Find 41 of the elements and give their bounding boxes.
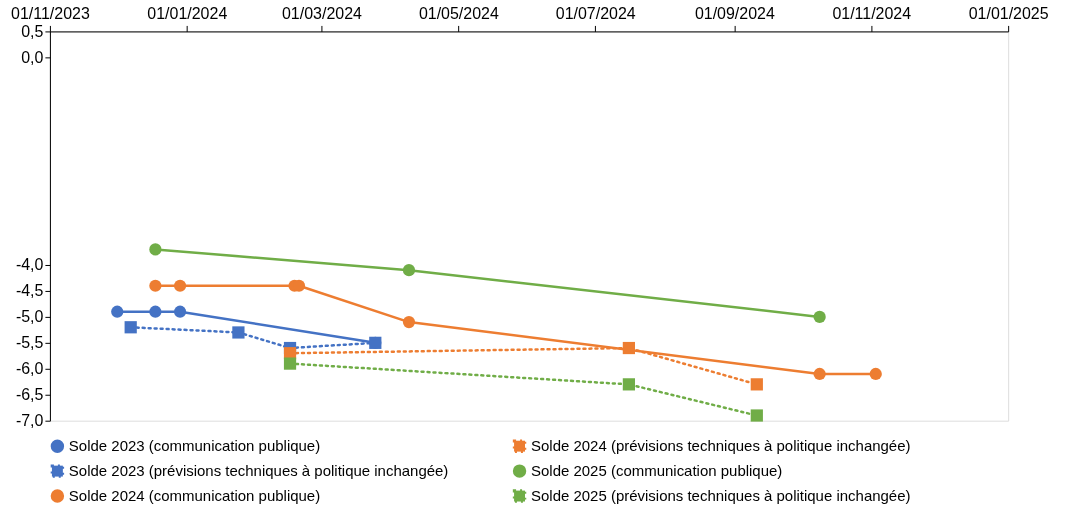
y-tick-label: -6,5 — [15, 386, 44, 404]
y-tick-label: 0,0 — [21, 48, 44, 66]
legend-label: Solde 2024 (prévisions techniques à politique inchangée) — [531, 437, 911, 455]
point — [750, 409, 763, 422]
point — [402, 264, 416, 277]
x-tick-label: 01/05/2024 — [418, 4, 499, 22]
legend-label: Solde 2025 (prévisions techniques à politique inchangée) — [531, 487, 911, 505]
x-tick-label: 01/11/2023 — [11, 4, 90, 22]
y-tick-label: -5,5 — [15, 334, 44, 352]
point — [622, 378, 635, 391]
point — [813, 310, 826, 323]
point — [124, 321, 137, 334]
y-tick-label: -6,0 — [15, 360, 44, 378]
x-tick-label: 01/09/2024 — [694, 4, 775, 22]
point — [149, 279, 162, 292]
point — [402, 315, 416, 329]
point — [622, 341, 635, 355]
legend-label: Solde 2023 (communication publique) — [68, 437, 321, 455]
point — [149, 305, 162, 318]
x-tick-label: 01/01/2024 — [147, 4, 228, 22]
legend-label: Solde 2023 (prévisions techniques à politique inchangée) — [68, 462, 449, 480]
point — [111, 305, 124, 318]
point — [869, 367, 882, 381]
y-tick-label: -7,0 — [15, 412, 44, 430]
y-tick-label: -5,0 — [15, 308, 44, 326]
point — [232, 326, 245, 339]
y-tick-label: -4,5 — [15, 282, 44, 300]
point — [173, 305, 187, 318]
legend-label: Solde 2025 (communication publique) — [531, 462, 783, 480]
x-tick-label: 01/07/2024 — [555, 4, 636, 22]
x-tick-label: 01/03/2024 — [281, 4, 363, 22]
legend-label: Solde 2024 (communication publique) — [68, 487, 321, 505]
x-tick-label: 01/11/2024 — [832, 4, 912, 22]
point — [173, 279, 187, 292]
point — [813, 367, 826, 381]
y-tick-label: -4,0 — [15, 256, 44, 274]
point — [149, 243, 162, 256]
y-tick-label: 0,5 — [21, 22, 44, 40]
x-tick-label: 01/01/2025 — [968, 4, 1049, 22]
point — [750, 378, 763, 391]
point — [283, 357, 297, 370]
